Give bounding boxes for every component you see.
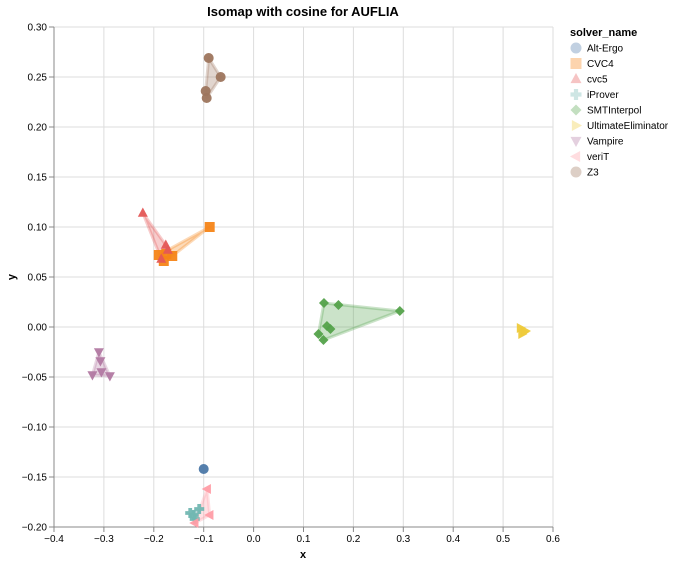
legend: solver_name Alt-Ergo CVC4 cvc5 iProver SMTIn…	[569, 27, 669, 179]
y-axis: −0.20 −0.15 −0.10 −0.05 0.00 0.05 0.10 0.15 0.20…	[22, 23, 54, 534]
point-smtinterpol	[394, 306, 405, 316]
legend-label-iprover: iProver	[587, 90, 619, 101]
point-cvc4	[204, 222, 215, 232]
x-tick-label: 0.1	[297, 534, 311, 545]
point-smtinterpol	[313, 329, 324, 339]
point-iprover	[188, 510, 199, 520]
y-tick-label: −0.05	[22, 373, 48, 384]
x-tick-label: −0.1	[194, 534, 214, 545]
legend-label-alt-ergo: Alt-Ergo	[587, 44, 624, 55]
x-tick-label: 0.0	[247, 534, 261, 545]
x-tick-label: −0.2	[144, 534, 164, 545]
point-vampire	[95, 357, 106, 367]
x-axis: −0.4 −0.3 −0.2 −0.1 0.0 0.1 0.2 0.3 0.4 0.5 0.6	[44, 527, 560, 545]
point-ultimateeliminator	[521, 326, 532, 336]
x-tick-label: 0.6	[546, 534, 560, 545]
y-tick-label: 0.05	[28, 273, 48, 284]
point-z3	[201, 93, 212, 103]
x-tick-label: −0.4	[44, 534, 64, 545]
legend-symbol-alt-ergo	[570, 42, 582, 54]
y-tick-label: 0.15	[28, 173, 48, 184]
legend-label-verit: veriT	[587, 152, 609, 163]
x-tick-label: 0.3	[396, 534, 410, 545]
legend-label-cvc5: cvc5	[587, 75, 608, 86]
point-vampire	[87, 371, 98, 381]
point-vampire	[93, 348, 104, 358]
legend-label-vampire: Vampire	[587, 137, 624, 148]
legend-label-smtinterpol: SMTInterpol	[587, 106, 641, 117]
legend-symbol-verit	[569, 151, 581, 162]
point-smtinterpol	[318, 335, 329, 345]
point-z3	[203, 53, 214, 63]
x-tick-label: 0.5	[496, 534, 510, 545]
y-tick-label: 0.10	[28, 223, 48, 234]
cluster-hulls	[90, 56, 528, 525]
point-alt-ergo	[198, 464, 209, 474]
point-iprover	[194, 504, 205, 514]
point-cvc5	[137, 207, 148, 217]
data-points	[87, 53, 532, 528]
point-smtinterpol	[333, 300, 344, 310]
legend-symbol-vampire	[570, 136, 582, 148]
point-verit	[201, 484, 211, 494]
y-axis-title: y	[6, 273, 18, 280]
legend-symbol-iprover	[570, 89, 582, 100]
chart-title: Isomap with cosine for AUFLIA	[207, 4, 399, 19]
legend-symbol-z3	[570, 166, 582, 178]
legend-title: solver_name	[570, 27, 637, 39]
y-tick-label: 0.00	[28, 323, 48, 334]
point-z3	[215, 72, 226, 83]
y-tick-label: −0.20	[22, 523, 48, 534]
legend-symbol-cvc4	[570, 58, 582, 69]
point-cvc5	[162, 244, 173, 254]
legend-symbol-ultimateeliminator	[571, 120, 583, 131]
point-cvc5	[156, 253, 167, 263]
point-smtinterpol	[325, 324, 336, 334]
legend-symbol-cvc5	[570, 72, 582, 84]
legend-label-z3: Z3	[587, 168, 599, 179]
grid	[53, 26, 554, 528]
legend-symbol-smtinterpol	[570, 104, 582, 116]
x-tick-label: −0.3	[94, 534, 114, 545]
legend-label-cvc4: CVC4	[587, 59, 614, 70]
point-iprover	[185, 508, 196, 518]
point-vampire	[104, 372, 115, 382]
legend-label-ultimateeliminator: UltimateEliminator	[587, 121, 669, 132]
y-tick-label: 0.20	[28, 123, 48, 134]
point-vampire	[96, 368, 107, 378]
x-axis-title: x	[300, 549, 307, 561]
x-tick-label: 0.2	[346, 534, 360, 545]
point-verit	[204, 510, 214, 520]
point-verit	[189, 518, 199, 528]
point-smtinterpol	[318, 298, 329, 308]
y-tick-label: −0.10	[22, 423, 48, 434]
hull-smtinterpol	[316, 301, 402, 342]
y-tick-label: 0.30	[28, 23, 48, 34]
y-tick-label: −0.15	[22, 473, 48, 484]
y-tick-label: 0.25	[28, 73, 48, 84]
x-tick-label: 0.4	[446, 534, 460, 545]
